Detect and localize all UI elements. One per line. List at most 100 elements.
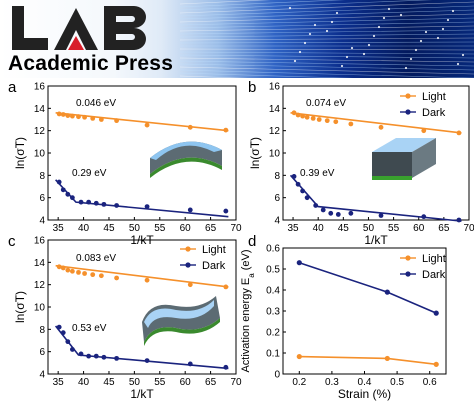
fiber-spark — [377, 25, 381, 29]
light-point — [144, 122, 150, 128]
y-tick-label: 4 — [274, 216, 280, 227]
dark-point — [69, 347, 75, 352]
y-tick-label: 14 — [34, 258, 46, 269]
x-tick-label: 60 — [413, 223, 425, 234]
x-tick-label: 70 — [230, 377, 242, 388]
y-tick-label: 10 — [34, 149, 46, 160]
x-tick-label: 35 — [53, 223, 65, 234]
dark-point — [456, 217, 462, 223]
legend-dark-marker — [405, 271, 411, 277]
dark-point — [101, 201, 107, 207]
lab-logo — [12, 6, 146, 50]
dark-point — [144, 358, 150, 363]
x-tick-label: 65 — [205, 223, 217, 234]
chart-panel-a: 35 40 45 50 55 60 65 70468101214161/kTln(σT)a0.… — [8, 79, 242, 247]
light-point — [310, 115, 316, 121]
y-tick-label: 12 — [34, 126, 46, 137]
slab-top — [372, 138, 436, 152]
panel-letter: b — [248, 79, 256, 96]
dark-fit-line — [55, 179, 229, 218]
publisher-name: Academic Press — [8, 52, 174, 75]
dark-point — [60, 330, 66, 336]
dark-point — [86, 199, 92, 205]
legend-dark-marker — [405, 109, 411, 115]
fiber-spark — [335, 11, 339, 15]
chart-panel-b: 35 40 45 50 55 60 65 70 4 6 8 10 12 14 16 1/kT ln(σT) b 0.… — [248, 79, 474, 247]
y-tick-label: 12 — [269, 126, 281, 137]
light-point — [82, 271, 87, 276]
fiber-streak — [179, 17, 474, 26]
light-point — [76, 114, 81, 120]
dark-fit-line — [54, 325, 229, 370]
dark-point — [93, 353, 99, 359]
legend-dark-label: Dark — [422, 107, 446, 119]
y-tick-label: 8 — [39, 171, 45, 182]
dark-point — [384, 289, 390, 295]
light-point — [60, 265, 66, 271]
light-point — [348, 121, 354, 127]
light-point — [456, 130, 462, 136]
slab-front — [372, 152, 412, 178]
chart-panel-c: 35 40 45 50 55 60 65 70 4 6 8 10 12 14 16 1/kT ln(σT) c 0.… — [8, 233, 242, 401]
x-tick-label: 60 — [180, 223, 192, 234]
light-point — [187, 124, 193, 130]
y-tick-label: 10 — [269, 149, 281, 160]
dark-point — [56, 324, 62, 330]
legend-dark-label: Dark — [422, 269, 446, 281]
x-tick-label: 50 — [363, 223, 375, 234]
light-point — [56, 111, 62, 117]
fiber-spark — [451, 9, 455, 13]
legend-light-marker — [185, 246, 191, 252]
dark-point — [65, 191, 71, 197]
light-point — [98, 273, 104, 279]
light-point — [144, 277, 150, 283]
y-tick-label: 6 — [274, 193, 280, 204]
panel-letter: c — [8, 233, 16, 250]
bent-film-illustration — [142, 296, 220, 346]
light-point — [65, 267, 71, 273]
activation-energy-label: 0.39 eV — [300, 168, 335, 179]
dark-point — [421, 214, 427, 220]
banner: LAB Academic Press — [0, 0, 474, 78]
fiber-spark — [367, 43, 371, 47]
fiber-spark — [308, 32, 312, 36]
fiber-spark — [461, 53, 465, 57]
y-tick-label: 0.1 — [266, 349, 280, 360]
fiber-streak — [179, 13, 474, 23]
film-substrate — [150, 157, 222, 178]
y-axis-label: ln(σT) — [13, 291, 27, 323]
light-point — [98, 117, 104, 122]
fiber-streak — [179, 0, 271, 5]
y-tick-label: 0.4 — [266, 286, 280, 297]
dark-point — [348, 210, 354, 216]
curved-film-illustration — [150, 141, 222, 178]
dark-point — [93, 200, 99, 206]
fiber-spark — [414, 48, 418, 52]
y-tick-label: 0.2 — [266, 328, 280, 339]
activation-energy-label: 0.083 eV — [76, 253, 116, 264]
light-point — [65, 113, 71, 118]
light-point — [56, 264, 62, 270]
dark-point — [223, 208, 229, 214]
fiber-streak — [179, 51, 474, 55]
light-point — [316, 117, 322, 122]
fiber-streak — [179, 33, 474, 38]
activation-energy-label: 0.074 eV — [306, 98, 346, 109]
light-point — [384, 355, 390, 362]
fiber-spark — [424, 30, 428, 34]
legend-light-marker — [405, 93, 411, 99]
dark-point — [114, 203, 119, 208]
legend-light-label: Light — [202, 244, 226, 256]
light-point — [90, 115, 96, 121]
x-tick-label: 0.6 — [423, 377, 437, 388]
fiber-spark — [399, 13, 403, 17]
dark-point — [295, 181, 301, 187]
y-tick-label: 0.6 — [266, 244, 280, 255]
fiber-streak — [179, 75, 248, 78]
y-tick-label: 8 — [39, 325, 45, 336]
x-tick-label: 40 — [78, 377, 90, 388]
fiber-streak — [179, 69, 474, 78]
light-point — [291, 110, 297, 116]
fiber-spark — [404, 66, 408, 70]
